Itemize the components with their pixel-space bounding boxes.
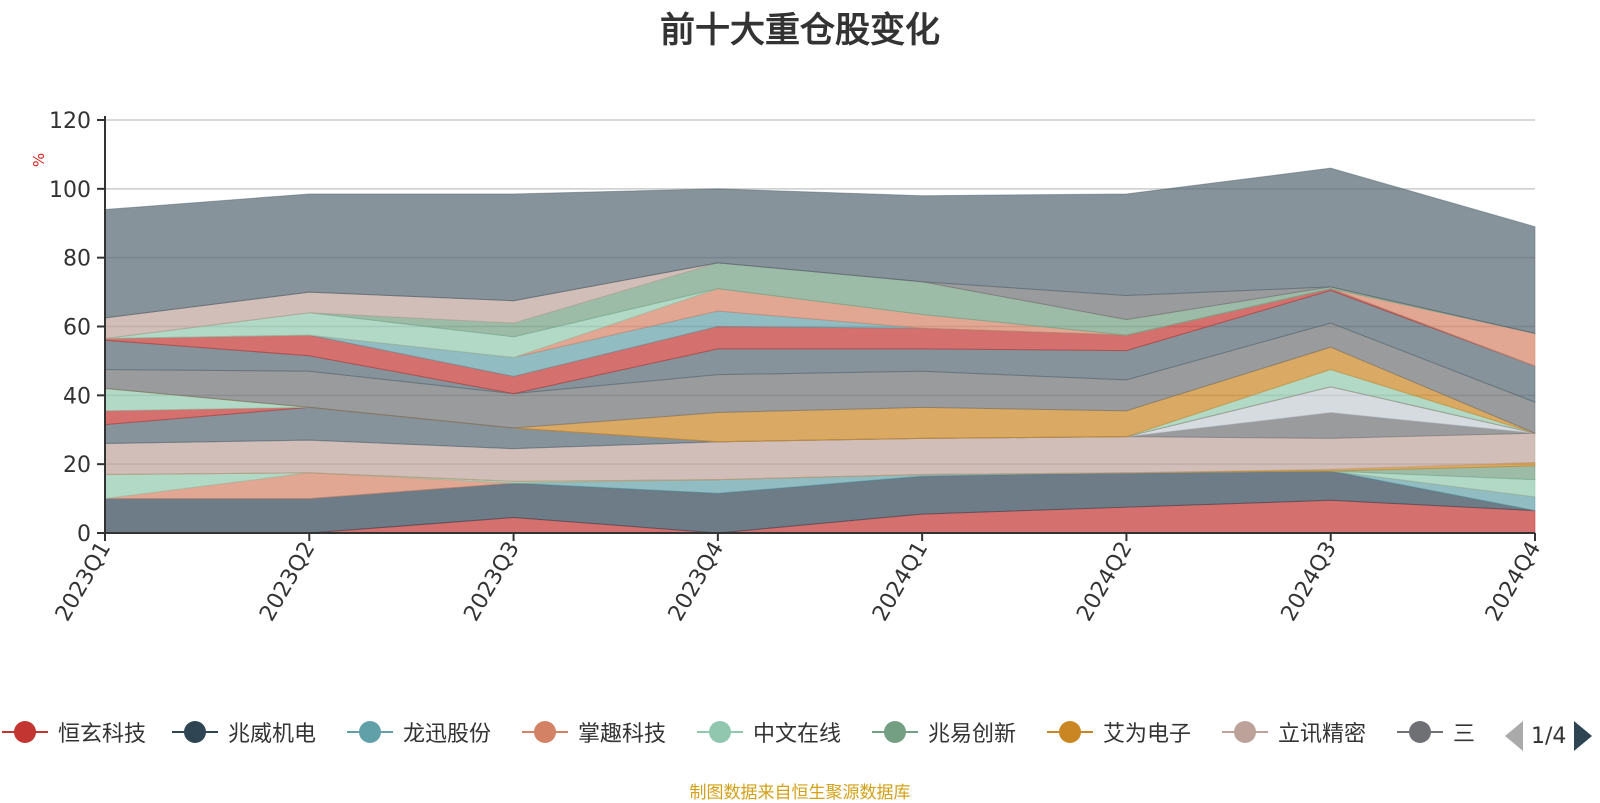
y-tick-label: 40 — [63, 384, 91, 409]
x-tick-label: 2023Q4 — [664, 538, 729, 626]
legend-marker-icon — [520, 712, 570, 752]
legend-item[interactable]: 恒玄科技 — [0, 712, 146, 752]
legend-item[interactable]: 龙迅股份 — [345, 712, 491, 752]
y-tick-label: 60 — [63, 316, 91, 341]
x-tick-label: 2023Q2 — [255, 538, 320, 626]
legend-label: 三 — [1453, 722, 1476, 747]
legend-label: 立讯精密 — [1278, 722, 1367, 747]
legend-next-page-icon[interactable] — [1574, 721, 1593, 751]
legend-item[interactable]: 掌趣科技 — [520, 712, 666, 752]
legend-label: 兆易创新 — [928, 722, 1017, 747]
legend-item[interactable]: 立讯精密 — [1220, 712, 1366, 752]
legend-marker-icon — [1220, 712, 1270, 752]
chart-title: 前十大重仓股变化 — [659, 11, 940, 51]
x-tick-label: 2024Q4 — [1481, 538, 1546, 626]
x-tick-label: 2024Q3 — [1277, 538, 1342, 626]
legend-prev-page-icon[interactable] — [1505, 721, 1523, 751]
legend-marker-icon — [870, 712, 920, 752]
x-tick-label: 2024Q2 — [1072, 538, 1137, 626]
legend-item[interactable]: 三 — [1395, 712, 1475, 752]
y-tick-label: 80 — [63, 247, 91, 272]
legend-marker-icon — [170, 712, 220, 752]
legend-marker-icon — [1045, 712, 1095, 752]
legend-item[interactable]: 兆威机电 — [170, 712, 316, 752]
legend-label: 艾为电子 — [1103, 722, 1192, 747]
legend-label: 龙迅股份 — [403, 722, 492, 747]
legend-pager: 1/4 — [1505, 718, 1593, 754]
area-series — [104, 167, 1536, 335]
x-tick-label: 2024Q1 — [868, 538, 933, 626]
legend-marker-icon — [345, 712, 395, 752]
legend-label: 兆威机电 — [228, 722, 317, 747]
chart-legend[interactable]: 恒玄科技 兆威机电 龙迅股份 掌趣科技 中文在线 兆易创新 艾为电子 立讯精密 三 — [0, 712, 1510, 752]
y-axis-unit-label: % — [30, 153, 48, 167]
y-tick-label: 0 — [77, 522, 91, 547]
y-tick-label: 100 — [49, 178, 91, 203]
legend-label: 掌趣科技 — [578, 722, 667, 747]
legend-page-indicator: 1/4 — [1531, 723, 1567, 749]
legend-item[interactable]: 兆易创新 — [870, 712, 1016, 752]
area-series-layer — [104, 167, 1536, 534]
y-tick-label: 120 — [49, 109, 91, 134]
legend-marker-icon — [0, 712, 50, 752]
legend-item[interactable]: 中文在线 — [695, 712, 841, 752]
y-tick-label: 20 — [63, 453, 91, 478]
data-source-note: 制图数据来自恒生聚源数据库 — [689, 783, 911, 803]
legend-label: 中文在线 — [753, 722, 842, 747]
legend-label: 恒玄科技 — [58, 722, 147, 747]
legend-marker-icon — [1395, 712, 1445, 752]
legend-marker-icon — [695, 712, 745, 752]
x-tick-label: 2023Q1 — [51, 538, 116, 626]
legend-item[interactable]: 艾为电子 — [1045, 712, 1191, 752]
x-tick-label: 2023Q3 — [459, 538, 524, 626]
